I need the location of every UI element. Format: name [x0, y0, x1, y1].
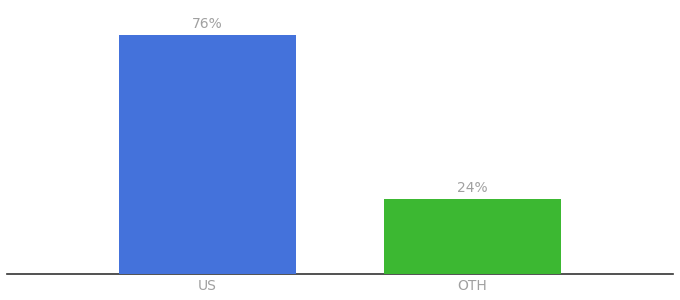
Bar: [384, 199, 561, 274]
Bar: [119, 35, 296, 274]
Text: 24%: 24%: [457, 181, 488, 195]
Text: 76%: 76%: [192, 17, 223, 32]
